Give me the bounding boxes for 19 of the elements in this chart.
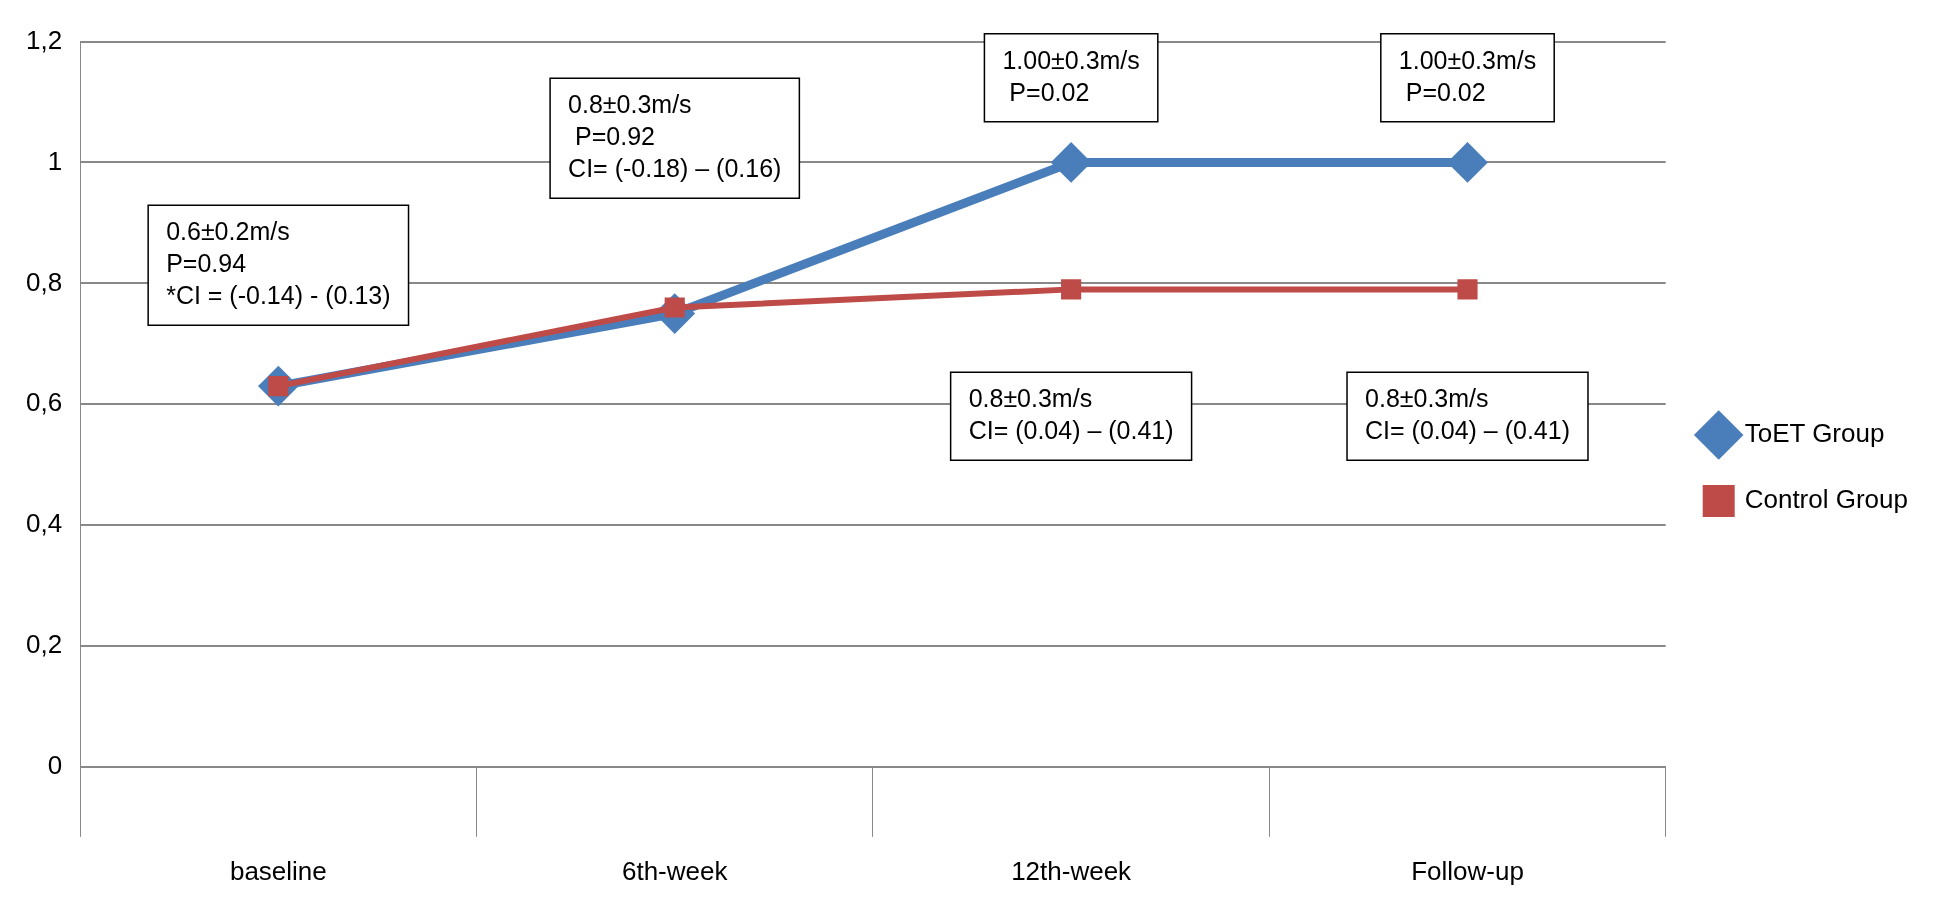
x-tick-label: baseline: [229, 855, 327, 886]
y-tick-label: 0,8: [25, 266, 63, 297]
annotation: 0.8±0.3m/s P=0.92 CI= (-0.18) – (0.16): [568, 90, 782, 183]
legend-label: ToET Group: [1744, 418, 1885, 449]
annotation: 0.8±0.3m/s CI= (0.04) – (0.41): [968, 384, 1174, 445]
y-tick-label: 0,4: [25, 508, 63, 539]
x-tick-label: 6th-week: [621, 855, 729, 886]
y-tick-label: 0,6: [25, 387, 63, 418]
y-tick-label: 1: [47, 145, 63, 176]
x-tick-label: Follow-up: [1411, 855, 1524, 886]
y-tick-label: 1,2: [25, 24, 63, 55]
annotation: 1.00±0.3m/s P=0.02: [1002, 45, 1140, 106]
y-tick-label: 0: [47, 749, 63, 780]
y-tick-label: 0,2: [25, 629, 63, 660]
x-tick-label: 12th-week: [1011, 855, 1133, 886]
annotation: 1.00±0.3m/s P=0.02: [1398, 45, 1537, 106]
annotation: 0.8±0.3m/s CI= (0.04) – (0.41): [1365, 384, 1570, 445]
annotation: 0.6±0.2m/s P=0.94 *CI = (-0.14) - (0.13): [166, 217, 391, 310]
legend-label: Control Group: [1744, 484, 1909, 515]
